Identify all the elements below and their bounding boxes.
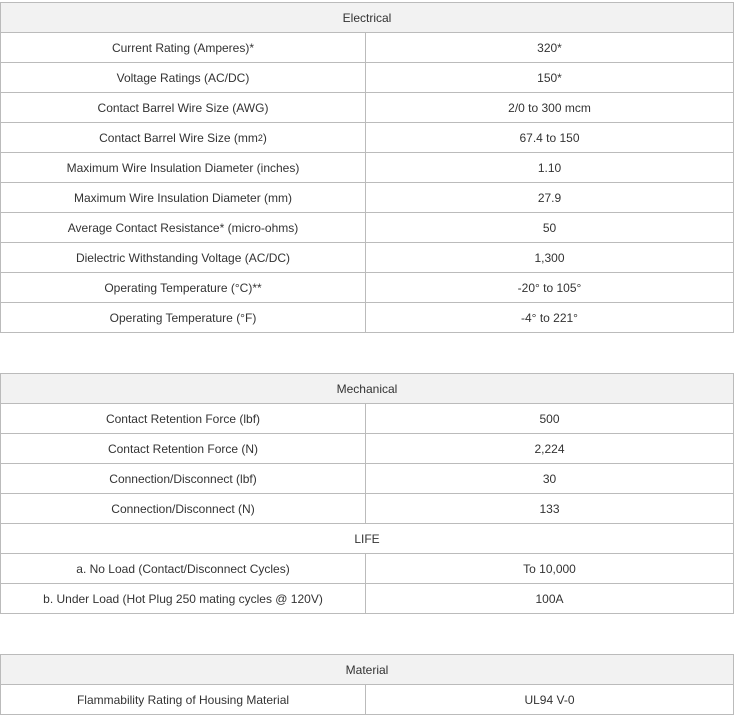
spec-label: Connection/Disconnect (N) — [1, 494, 366, 523]
spec-value: 100A — [535, 591, 564, 606]
section-title: Material — [345, 662, 389, 677]
spec-value: 30 — [542, 471, 557, 486]
label-part: ) — [262, 130, 267, 145]
spec-section: Mechanical Contact Retention Force (lbf) 5… — [0, 373, 734, 614]
spec-label: Contact Retention Force (N) — [1, 434, 366, 463]
spec-section: Material Flammability Rating of Housing M… — [0, 654, 734, 715]
spec-label: Operating Temperature (°C)** — [1, 273, 366, 302]
table-row: Average Contact Resistance* (micro-ohms)… — [0, 213, 734, 243]
spec-section: Electrical Current Rating (Amperes)* 320* V… — [0, 2, 734, 333]
subsection-header: LIFE — [0, 524, 734, 554]
spec-value: 2/0 to 300 mcm — [508, 100, 591, 115]
spec-label: Current Rating (Amperes)* — [1, 33, 366, 62]
spec-label: Flammability Rating of Housing Material — [1, 685, 366, 714]
spec-value: -4° to 221° — [521, 310, 578, 325]
section-title: Mechanical — [336, 381, 398, 396]
spec-value: 320* — [537, 40, 562, 55]
subsection-title: LIFE — [354, 531, 380, 546]
spec-label: Contact Barrel Wire Size (AWG) — [1, 93, 366, 122]
section-header: Electrical — [0, 3, 734, 33]
spec-label: Contact Barrel Wire Size (mm 2) — [1, 123, 366, 152]
spec-label: Average Contact Resistance* (micro-ohms) — [1, 213, 366, 242]
spec-label: a. No Load (Contact/Disconnect Cycles) — [1, 554, 366, 583]
section-title: Electrical — [342, 10, 392, 25]
table-row: Dielectric Withstanding Voltage (AC/DC) 1… — [0, 243, 734, 273]
section-header: Mechanical — [0, 374, 734, 404]
spec-label: Voltage Ratings (AC/DC) — [1, 63, 366, 92]
spec-label: Dielectric Withstanding Voltage (AC/DC) — [1, 243, 366, 272]
table-row: Maximum Wire Insulation Diameter (inches… — [0, 153, 734, 183]
label-part: Contact Barrel Wire Size (mm — [99, 130, 258, 145]
spec-value: 133 — [539, 501, 560, 516]
table-row: Contact Retention Force (N) 2,224 — [0, 434, 734, 464]
spec-value: 500 — [539, 411, 560, 426]
spec-value: 67.4 to 150 — [519, 130, 580, 145]
spec-value: 1,300 — [534, 250, 565, 265]
section-header: Material — [0, 655, 734, 685]
spec-value: -20° to 105° — [517, 280, 582, 295]
spec-value: 2,224 — [534, 441, 565, 456]
spec-label: Connection/Disconnect (lbf) — [1, 464, 366, 493]
spec-label: Contact Retention Force (lbf) — [1, 404, 366, 433]
spec-value: 1.10 — [537, 160, 562, 175]
table-row: a. No Load (Contact/Disconnect Cycles) To… — [0, 554, 734, 584]
spec-label: Maximum Wire Insulation Diameter (mm) — [1, 183, 366, 212]
spec-label: Operating Temperature (°F) — [1, 303, 366, 332]
spec-value: UL94 V-0 — [524, 692, 575, 707]
table-row: Maximum Wire Insulation Diameter (mm) 27.… — [0, 183, 734, 213]
table-row: Flammability Rating of Housing Material U… — [0, 685, 734, 715]
table-row: Connection/Disconnect (N) 133 — [0, 494, 734, 524]
spec-value: 50 — [542, 220, 557, 235]
table-row: b. Under Load (Hot Plug 250 mating cycle… — [0, 584, 734, 614]
table-row: Voltage Ratings (AC/DC) 150* — [0, 63, 734, 93]
table-row: Contact Barrel Wire Size (AWG) 2/0 to 300… — [0, 93, 734, 123]
table-row: Contact Retention Force (lbf) 500 — [0, 404, 734, 434]
table-row: Contact Barrel Wire Size (mm 2) 67.4 to 15… — [0, 123, 734, 153]
table-row: Current Rating (Amperes)* 320* — [0, 33, 734, 63]
spec-label: Maximum Wire Insulation Diameter (inches… — [1, 153, 366, 182]
spec-label: b. Under Load (Hot Plug 250 mating cycle… — [1, 584, 366, 613]
table-row: Connection/Disconnect (lbf) 30 — [0, 464, 734, 494]
spec-value: 150* — [537, 70, 562, 85]
spec-value: 27.9 — [537, 190, 562, 205]
table-row: Operating Temperature (°F) -4° to 221° — [0, 303, 734, 333]
spec-value: To 10,000 — [523, 561, 576, 576]
table-row: Operating Temperature (°C)** -20° to 105° — [0, 273, 734, 303]
